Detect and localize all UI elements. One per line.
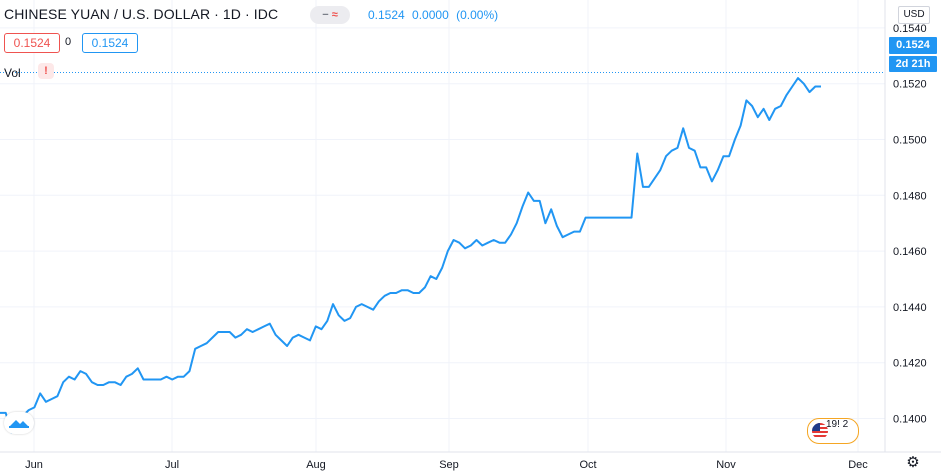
us-flag-icon bbox=[812, 423, 828, 439]
month-tick-label: Aug bbox=[306, 459, 326, 471]
last-value: 0.1524 bbox=[368, 8, 405, 22]
month-tick-label: Nov bbox=[716, 459, 736, 471]
month-tick-label: Jun bbox=[25, 459, 43, 471]
month-tick-label: Sep bbox=[439, 459, 459, 471]
grid-lines bbox=[0, 0, 885, 452]
spread-value: 0 bbox=[65, 36, 72, 48]
event-badge-text: 19! 2 bbox=[826, 419, 849, 430]
volume-label[interactable]: Vol bbox=[4, 66, 21, 80]
time-axis-ticks[interactable]: Jun Jul Aug Sep Oct Nov Dec bbox=[25, 459, 868, 471]
change-value: 0.0000 bbox=[412, 8, 449, 22]
price-tick-label: 0.1460 bbox=[893, 246, 927, 258]
price-tick-label: 0.1480 bbox=[893, 190, 927, 202]
price-tick-label: 0.1400 bbox=[893, 414, 927, 426]
price-tick-label: 0.1540 bbox=[893, 23, 927, 35]
economic-event-badge[interactable]: 19! 2 bbox=[807, 418, 859, 444]
tradingview-logo[interactable] bbox=[4, 412, 34, 434]
price-axis-ticks[interactable]: 0.1400 0.1420 0.1440 0.1460 0.1480 0.1500 0.15… bbox=[893, 23, 927, 426]
price-tick-label: 0.1500 bbox=[893, 135, 927, 147]
month-tick-label: Dec bbox=[848, 459, 868, 471]
buy-button[interactable]: 0.1524 bbox=[82, 33, 138, 53]
gear-icon[interactable]: ⚙ bbox=[906, 454, 920, 471]
series-visibility-toggle[interactable]: − ≈ bbox=[310, 6, 350, 24]
bar-countdown: 2d 21h bbox=[889, 56, 937, 72]
month-tick-label: Oct bbox=[579, 459, 596, 471]
price-tick-label: 0.1420 bbox=[893, 358, 927, 370]
price-tick-label: 0.1440 bbox=[893, 302, 927, 314]
currency-selector[interactable]: USD bbox=[898, 6, 930, 24]
price-line-series bbox=[0, 77, 821, 434]
sell-button[interactable]: 0.1524 bbox=[4, 33, 60, 53]
logo-icon bbox=[9, 420, 29, 428]
last-price-label: 0.1524 bbox=[889, 37, 937, 54]
volume-warning-icon[interactable]: ! bbox=[38, 63, 54, 79]
wave-icon: ≈ bbox=[331, 9, 338, 21]
symbol-title[interactable]: CHINESE YUAN / U.S. DOLLAR · 1D · IDC bbox=[4, 6, 279, 22]
legend-values: 0.1524 0.0000 (0.00%) bbox=[368, 8, 502, 22]
price-tick-label: 0.1520 bbox=[893, 79, 927, 91]
minus-icon: − bbox=[322, 9, 329, 21]
change-percent: (0.00%) bbox=[456, 8, 499, 22]
month-tick-label: Jul bbox=[165, 459, 179, 471]
